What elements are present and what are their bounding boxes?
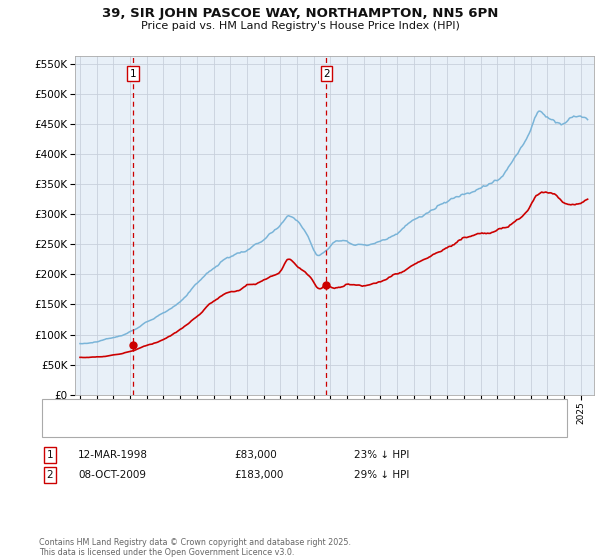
Text: 12-MAR-1998: 12-MAR-1998 bbox=[78, 450, 148, 460]
Text: 23% ↓ HPI: 23% ↓ HPI bbox=[354, 450, 409, 460]
Text: £183,000: £183,000 bbox=[234, 470, 283, 480]
Text: £83,000: £83,000 bbox=[234, 450, 277, 460]
Text: 39, SIR JOHN PASCOE WAY, NORTHAMPTON, NN5 6PN: 39, SIR JOHN PASCOE WAY, NORTHAMPTON, NN… bbox=[102, 7, 498, 20]
Text: 1: 1 bbox=[46, 450, 53, 460]
Text: Price paid vs. HM Land Registry's House Price Index (HPI): Price paid vs. HM Land Registry's House … bbox=[140, 21, 460, 31]
Text: 08-OCT-2009: 08-OCT-2009 bbox=[78, 470, 146, 480]
Text: 2: 2 bbox=[323, 69, 330, 79]
Text: 2: 2 bbox=[46, 470, 53, 480]
Text: Contains HM Land Registry data © Crown copyright and database right 2025.
This d: Contains HM Land Registry data © Crown c… bbox=[39, 538, 351, 557]
Text: 39, SIR JOHN PASCOE WAY, NORTHAMPTON, NN5 6PN (detached house): 39, SIR JOHN PASCOE WAY, NORTHAMPTON, NN… bbox=[81, 405, 419, 414]
Text: 29% ↓ HPI: 29% ↓ HPI bbox=[354, 470, 409, 480]
Text: 1: 1 bbox=[130, 69, 137, 79]
Text: HPI: Average price, detached house, West Northamptonshire: HPI: Average price, detached house, West… bbox=[81, 422, 370, 431]
